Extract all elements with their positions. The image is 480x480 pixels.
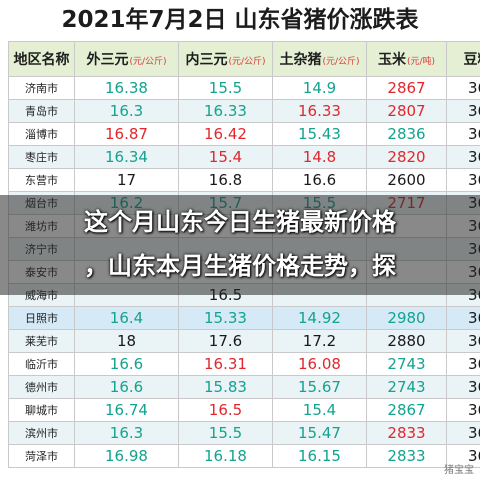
city-cell: 济南市 bbox=[8, 76, 75, 100]
price-cell: 15.5 bbox=[178, 76, 273, 100]
city-cell: 日照市 bbox=[8, 306, 75, 330]
price-cell: 15.43 bbox=[272, 122, 367, 146]
header-mixed-breed: 土杂猪(元/公斤) bbox=[272, 41, 367, 77]
city-cell: 菏泽市 bbox=[8, 444, 75, 468]
price-cell: 16.33 bbox=[272, 99, 367, 123]
price-cell: 36 bbox=[446, 306, 480, 330]
price-cell: 16.34 bbox=[74, 145, 179, 169]
price-cell: 15.4 bbox=[272, 398, 367, 422]
city-cell: 东营市 bbox=[8, 168, 75, 192]
price-cell: 15.4 bbox=[178, 145, 273, 169]
header-region: 地区名称 bbox=[8, 41, 75, 77]
price-cell: 36 bbox=[446, 444, 480, 468]
price-cell: 2743 bbox=[366, 352, 447, 376]
price-cell: 15.83 bbox=[178, 375, 273, 399]
header-foreign-three-way: 外三元(元/公斤) bbox=[74, 41, 179, 77]
city-cell: 淄博市 bbox=[8, 122, 75, 146]
city-cell: 枣庄市 bbox=[8, 145, 75, 169]
city-cell: 滨州市 bbox=[8, 421, 75, 445]
price-cell: 16.8 bbox=[178, 168, 273, 192]
price-cell: 16.98 bbox=[74, 444, 179, 468]
price-cell: 17 bbox=[74, 168, 179, 192]
price-cell: 36 bbox=[446, 122, 480, 146]
page-title: 2021年7月2日 山东省猪价涨跌表 bbox=[61, 7, 419, 33]
price-cell: 15.5 bbox=[178, 421, 273, 445]
price-cell: 15.33 bbox=[178, 306, 273, 330]
price-cell: 16.3 bbox=[74, 421, 179, 445]
header-domestic-three-way: 内三元(元/公斤) bbox=[178, 41, 273, 77]
price-cell: 2833 bbox=[366, 444, 447, 468]
price-cell: 2867 bbox=[366, 398, 447, 422]
city-cell: 德州市 bbox=[8, 375, 75, 399]
price-cell: 16.6 bbox=[74, 352, 179, 376]
city-cell: 聊城市 bbox=[8, 398, 75, 422]
price-cell: 36 bbox=[446, 76, 480, 100]
price-cell: 2807 bbox=[366, 99, 447, 123]
price-cell: 16.42 bbox=[178, 122, 273, 146]
price-cell: 16.74 bbox=[74, 398, 179, 422]
price-cell: 16.6 bbox=[272, 168, 367, 192]
price-cell: 16.38 bbox=[74, 76, 179, 100]
price-cell: 16.5 bbox=[178, 398, 273, 422]
price-cell: 14.9 bbox=[272, 76, 367, 100]
watermark: 猪宝宝 bbox=[444, 465, 474, 476]
price-cell: 36 bbox=[446, 168, 480, 192]
price-cell: 16.6 bbox=[74, 375, 179, 399]
price-cell: 16.18 bbox=[178, 444, 273, 468]
price-cell: 36 bbox=[446, 375, 480, 399]
price-cell: 36 bbox=[446, 421, 480, 445]
price-cell: 16.31 bbox=[178, 352, 273, 376]
price-cell: 18 bbox=[74, 329, 179, 353]
price-cell: 2880 bbox=[366, 329, 447, 353]
price-cell: 2600 bbox=[366, 168, 447, 192]
price-cell: 16.3 bbox=[74, 99, 179, 123]
price-cell: 36 bbox=[446, 329, 480, 353]
price-cell: 36 bbox=[446, 145, 480, 169]
header-corn: 玉米(元/吨) bbox=[366, 41, 447, 77]
price-cell: 16.4 bbox=[74, 306, 179, 330]
price-cell: 16.08 bbox=[272, 352, 367, 376]
caption-line-1: 这个月山东今日生猪最新价格 bbox=[84, 208, 396, 236]
price-cell: 2833 bbox=[366, 421, 447, 445]
price-cell: 16.15 bbox=[272, 444, 367, 468]
price-cell: 17.2 bbox=[272, 329, 367, 353]
city-cell: 青岛市 bbox=[8, 99, 75, 123]
price-cell: 17.6 bbox=[178, 329, 273, 353]
price-cell: 15.47 bbox=[272, 421, 367, 445]
caption-overlay bbox=[0, 195, 480, 295]
price-cell: 36 bbox=[446, 398, 480, 422]
price-cell: 2867 bbox=[366, 76, 447, 100]
price-cell: 14.8 bbox=[272, 145, 367, 169]
price-cell: 36 bbox=[446, 352, 480, 376]
price-cell: 2836 bbox=[366, 122, 447, 146]
price-cell: 16.87 bbox=[74, 122, 179, 146]
price-cell: 15.67 bbox=[272, 375, 367, 399]
city-cell: 莱芜市 bbox=[8, 329, 75, 353]
price-cell: 2820 bbox=[366, 145, 447, 169]
price-cell: 14.92 bbox=[272, 306, 367, 330]
header-soymeal: 豆粕 bbox=[446, 41, 480, 77]
price-cell: 16.33 bbox=[178, 99, 273, 123]
price-cell: 2980 bbox=[366, 306, 447, 330]
caption-line-2: ，山东本月生猪价格走势，探 bbox=[84, 252, 396, 280]
city-cell: 临沂市 bbox=[8, 352, 75, 376]
price-cell: 36 bbox=[446, 99, 480, 123]
price-cell: 2743 bbox=[366, 375, 447, 399]
header-row: 地区名称 外三元(元/公斤) 内三元(元/公斤) 土杂猪(元/公斤) 玉米(元/… bbox=[8, 41, 480, 77]
